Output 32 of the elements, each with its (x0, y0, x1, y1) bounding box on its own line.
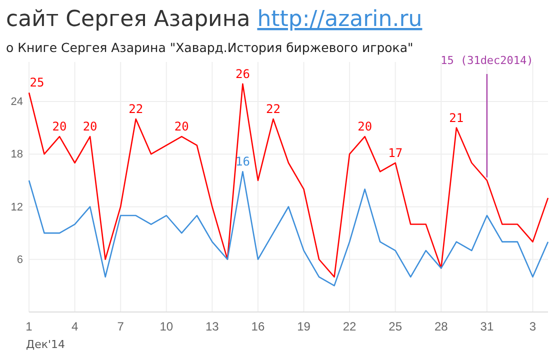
chart-title: сайт Сергея Азарина http://azarin.ru (6, 7, 422, 32)
data-label: 25 (30, 76, 44, 90)
data-label: 22 (128, 102, 144, 116)
data-label: 20 (358, 120, 372, 134)
y-tick-label: 24 (10, 96, 23, 108)
x-tick-label: 4 (71, 320, 78, 334)
x-tick-label: 31 (480, 320, 494, 334)
chart-subtitle: о Книге Сергея Азарина "Хавард.История биржевого игрока" (6, 40, 414, 55)
data-label: 22 (266, 102, 280, 116)
x-tick-label: 19 (297, 320, 311, 334)
y-tick-label: 6 (16, 254, 23, 266)
annotation: 15 (31dec2014) (440, 54, 534, 67)
data-label: 16 (235, 154, 250, 169)
data-label: 20 (82, 120, 98, 134)
data-label: 26 (235, 66, 250, 81)
x-tick-label: 7 (117, 320, 124, 334)
x-tick-label: 28 (434, 320, 448, 334)
x-tick-label: 22 (342, 320, 357, 334)
x-tick-label: 1 (26, 320, 33, 334)
x-axis-title: Дек'14 (26, 338, 66, 351)
data-label: 20 (174, 120, 189, 134)
line-series (28, 171, 549, 286)
data-label: 20 (52, 120, 67, 134)
x-tick-label: 25 (388, 320, 402, 334)
y-tick-label: 18 (10, 148, 23, 161)
data-label: 17 (388, 146, 403, 160)
x-tick-label: 10 (160, 320, 174, 334)
x-tick-label: 3 (529, 320, 536, 334)
y-tick-label: 12 (10, 201, 23, 214)
x-tick-label: 13 (205, 320, 220, 334)
data-label: 21 (449, 110, 464, 125)
x-tick-label: 16 (251, 320, 265, 334)
